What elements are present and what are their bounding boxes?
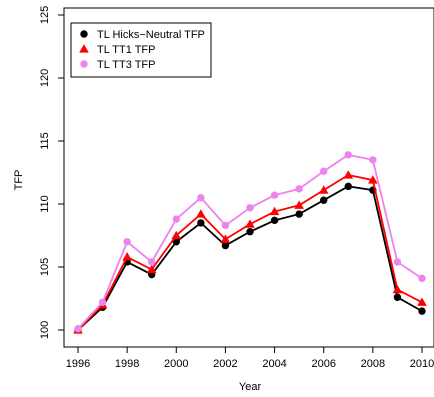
data-point <box>79 44 89 53</box>
data-point <box>245 219 255 228</box>
data-point <box>270 216 279 225</box>
legend: TL Hicks−Neutral TFP TL TT1 TFP TL TT3 TFP <box>70 22 212 78</box>
data-point <box>295 210 303 218</box>
x-tick-label: 1998 <box>115 358 139 370</box>
data-point <box>98 298 107 306</box>
x-tick-label: 2002 <box>213 358 237 370</box>
data-point <box>172 215 180 223</box>
y-tick-label: 120 <box>39 69 51 87</box>
data-point <box>122 252 132 261</box>
y-tick-label: 125 <box>39 6 51 24</box>
data-point <box>171 230 182 240</box>
y-tick-label: 110 <box>39 195 51 213</box>
data-point <box>320 196 328 204</box>
legend-item: TL TT1 TFP <box>79 44 155 56</box>
data-point <box>294 200 304 209</box>
data-point <box>221 221 230 230</box>
data-point <box>295 185 303 193</box>
data-point <box>221 241 230 250</box>
data-point <box>368 175 378 184</box>
data-point <box>246 228 254 236</box>
data-point <box>343 170 354 179</box>
data-point <box>392 284 403 294</box>
y-axis-label: TFP <box>13 170 25 191</box>
data-point <box>197 219 205 227</box>
data-point <box>123 238 131 246</box>
x-tick-label: 2006 <box>311 358 335 370</box>
data-point <box>172 238 180 246</box>
data-point <box>269 206 280 216</box>
legend-label: TL Hicks−Neutral TFP <box>97 29 205 41</box>
data-point <box>369 156 377 164</box>
data-point <box>393 293 402 301</box>
data-point <box>196 209 206 218</box>
data-point <box>344 151 352 159</box>
data-point <box>74 325 82 333</box>
series-layer <box>73 151 427 334</box>
data-point <box>80 30 88 38</box>
x-axis-label: Year <box>239 381 262 393</box>
x-tick-label: 2010 <box>410 358 434 370</box>
data-point <box>417 297 427 306</box>
axes: 1996 1998 2000 2002 2004 2006 2008 2010 100 105 11… <box>39 6 434 370</box>
legend-item: TL TT3 TFP <box>80 59 155 71</box>
data-point <box>320 167 328 175</box>
data-point <box>418 307 426 315</box>
data-point <box>246 204 254 212</box>
x-tick-label: 2000 <box>164 358 188 370</box>
data-point <box>220 234 231 243</box>
y-tick-label: 115 <box>39 132 51 150</box>
data-point <box>270 191 279 199</box>
series-line <box>77 174 423 331</box>
legend-label: TL TT1 TFP <box>97 44 155 56</box>
data-point <box>318 185 329 194</box>
legend-box <box>70 22 212 78</box>
x-tick-label: 2008 <box>361 358 385 370</box>
y-tick-label: 105 <box>39 258 51 276</box>
x-tick-label: 2004 <box>262 358 286 370</box>
data-point <box>148 258 156 266</box>
data-point <box>418 274 426 283</box>
legend-item: TL Hicks−Neutral TFP <box>80 29 205 41</box>
series <box>74 151 426 333</box>
data-point <box>146 264 157 274</box>
legend-label: TL TT3 TFP <box>97 59 155 71</box>
data-point <box>393 258 402 266</box>
y-tick-label: 100 <box>39 321 51 339</box>
data-point <box>197 194 205 202</box>
data-point <box>344 182 352 191</box>
x-tick-label: 1996 <box>66 358 90 370</box>
data-point <box>80 60 88 68</box>
